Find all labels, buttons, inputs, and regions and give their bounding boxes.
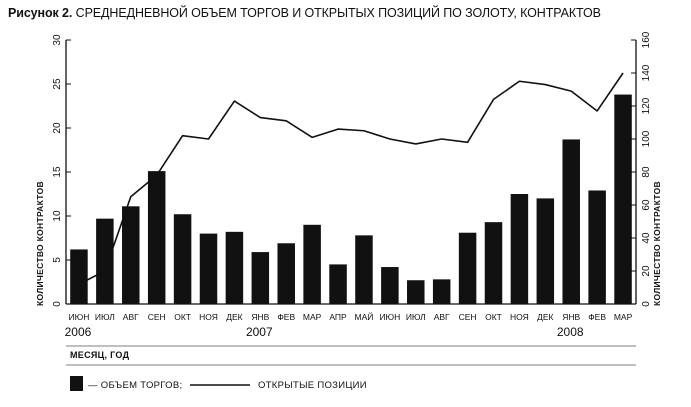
year-label: 2008 (557, 325, 584, 339)
open-interest-line (78, 72, 624, 285)
volume-bar (96, 218, 114, 304)
left-tick-label: 10 (52, 210, 63, 222)
volume-bar (536, 198, 555, 304)
volume-bar (407, 280, 425, 304)
month-label: МАЙ (355, 311, 374, 322)
volume-bar (562, 139, 580, 304)
legend-bar-name: ОБЪЕМ ТОРГОВ; (101, 380, 183, 391)
figure-label: Рисунок 2. (8, 6, 73, 20)
month-label: МАР (303, 312, 322, 322)
left-tick-label: 5 (52, 257, 63, 263)
year-label: 2007 (246, 325, 273, 339)
right-axis-ticks: 0 20 40 60 80 100 120 140 160 (631, 31, 652, 307)
legend-line-label: ОТКРЫТЫЕ ПОЗИЦИИ (258, 380, 367, 391)
month-label: ДЕК (537, 312, 553, 322)
right-tick-label: 120 (641, 97, 652, 114)
right-tick-label: 40 (641, 232, 652, 244)
month-label: СЕН (148, 312, 166, 322)
month-label: ФЕВ (588, 312, 606, 322)
figure-title: Рисунок 2. СРЕДНЕДНЕВНОЙ ОБЪЕМ ТОРГОВ И … (8, 6, 601, 20)
volume-bar (614, 94, 632, 304)
right-tick-label: 100 (641, 130, 652, 147)
volume-bar (303, 224, 321, 304)
month-label: АВГ (434, 312, 450, 322)
volume-bar (147, 171, 166, 304)
month-label: МАР (614, 312, 633, 322)
month-label: АПР (329, 312, 347, 322)
volume-bar (432, 279, 451, 304)
right-tick-label: 60 (641, 199, 652, 211)
month-label: ФЕВ (277, 312, 295, 322)
left-tick-label: 30 (52, 34, 63, 46)
right-tick-label: 140 (641, 64, 652, 81)
left-tick-label: 20 (52, 122, 63, 134)
right-tick-label: 0 (641, 301, 652, 307)
year-label: 2006 (65, 325, 92, 339)
month-label: ЯНВ (251, 312, 269, 322)
volume-bar (329, 264, 347, 304)
volume-bar (355, 235, 373, 304)
left-axis-ticks: 0 5 10 15 20 25 30 (52, 34, 71, 307)
volume-bar (70, 249, 88, 304)
volume-bar (381, 267, 399, 304)
right-tick-label: 80 (641, 166, 652, 178)
year-labels: 2006 2007 2008 (65, 325, 584, 339)
volume-bar (588, 190, 606, 304)
left-tick-label: 25 (52, 78, 63, 90)
line-series (78, 72, 624, 285)
month-label: НОЯ (199, 312, 218, 322)
legend-bar-swatch (70, 376, 83, 391)
month-label: ДЕК (226, 312, 242, 322)
month-label: ИЮН (379, 312, 400, 322)
month-label: АВГ (123, 312, 139, 322)
left-axis-label: КОЛИЧЕСТВО КОНТРАКТОВ (35, 181, 45, 306)
volume-bar (510, 194, 529, 304)
volume-bar (199, 233, 218, 304)
volume-bar (251, 252, 270, 304)
volume-bar (458, 232, 477, 304)
volume-bar (122, 206, 140, 304)
month-label: ИЮЛ (95, 312, 115, 322)
month-label: ИЮЛ (406, 312, 426, 322)
right-axis-label: КОЛИЧЕСТВО КОНТРАКТОВ (652, 181, 662, 306)
month-label: СЕН (459, 312, 477, 322)
legend-bar-label: — ОБЪЕМ ТОРГОВ; (88, 380, 182, 391)
month-labels: ИЮН ИЮЛ АВГ СЕН ОКТ НОЯ ДЕК ЯНВ ФЕВ МАР АПР МАЙ ИЮН И… (69, 311, 633, 322)
month-label: ОКТ (174, 312, 191, 322)
right-tick-label: 20 (641, 265, 652, 277)
xaxis-title: МЕСЯЦ, ГОД (70, 350, 130, 360)
figure-title-text: СРЕДНЕДНЕВНОЙ ОБЪЕМ ТОРГОВ И ОТКРЫТЫХ ПО… (75, 6, 601, 20)
volume-bar (277, 243, 295, 304)
month-label: НОЯ (510, 312, 529, 322)
left-tick-label: 0 (52, 301, 63, 307)
volume-bar (225, 231, 244, 304)
left-tick-label: 15 (52, 166, 63, 178)
month-label: ОКТ (485, 312, 502, 322)
month-label: ИЮН (69, 312, 90, 322)
right-tick-label: 160 (641, 31, 652, 48)
bar-series (70, 94, 632, 304)
volume-bar (173, 214, 192, 304)
month-label: ЯНВ (562, 312, 580, 322)
legend: — ОБЪЕМ ТОРГОВ; ОТКРЫТЫЕ ПОЗИЦИИ (70, 376, 367, 391)
volume-bar (484, 222, 503, 304)
